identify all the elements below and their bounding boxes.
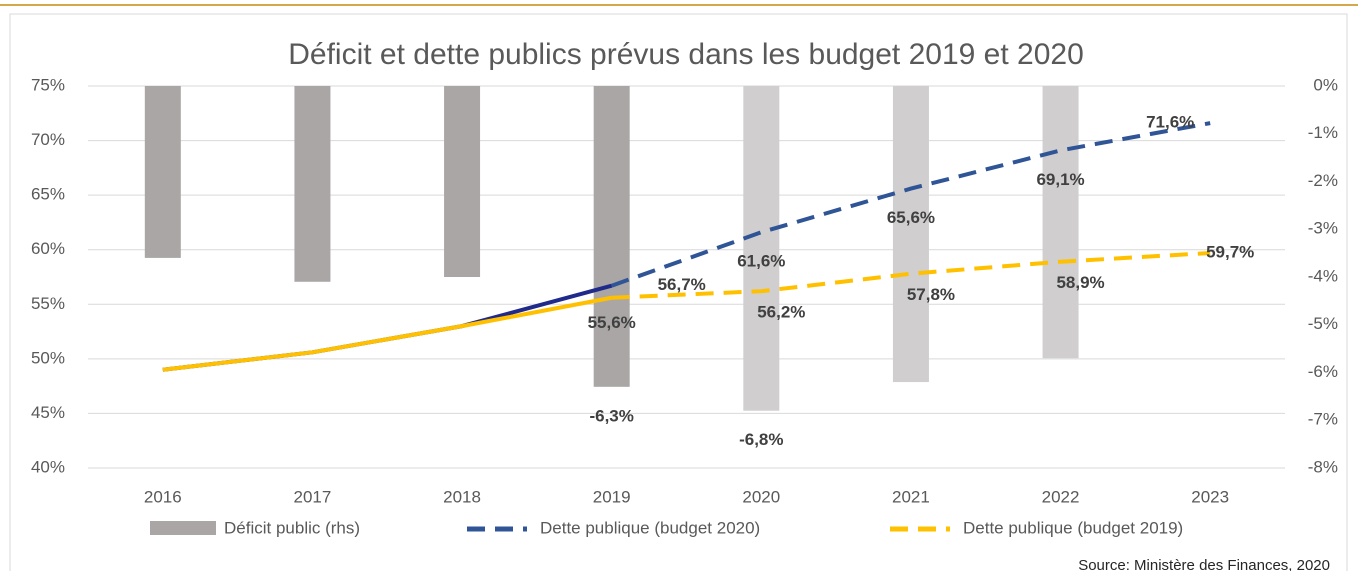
data-label: 56,7% (658, 275, 706, 294)
line-solid (162, 295, 613, 372)
y2-tick-label: -7% (1308, 410, 1338, 429)
x-tick-label: 2020 (742, 487, 780, 506)
data-label: 69,1% (1036, 170, 1084, 189)
data-label: 55,6% (588, 313, 636, 332)
x-tick-label: 2017 (294, 487, 332, 506)
y-tick-label: 40% (31, 457, 65, 476)
data-label: 65,6% (887, 208, 935, 227)
y2-tick-label: -8% (1308, 457, 1338, 476)
data-label: 71,6% (1146, 113, 1194, 132)
y2-tick-label: -6% (1308, 362, 1338, 381)
bar (593, 86, 630, 387)
line-dashed (611, 250, 1211, 300)
y-tick-label: 65% (31, 185, 65, 204)
legend-label: Déficit public (rhs) (224, 518, 360, 537)
y-tick-label: 50% (31, 348, 65, 367)
legend-label: Dette publique (budget 2019) (963, 518, 1183, 537)
data-label: 56,2% (757, 303, 805, 322)
y2-tick-label: -4% (1308, 266, 1338, 285)
y-tick-label: 75% (31, 75, 65, 94)
data-label: -6,8% (739, 430, 783, 449)
bar (144, 86, 181, 258)
data-label: 59,7% (1206, 242, 1254, 261)
legend: Déficit public (rhs) Dette publique (bud… (150, 518, 1183, 537)
y-tick-label: 70% (31, 130, 65, 149)
bar (1042, 86, 1079, 359)
y2-tick-label: -1% (1308, 123, 1338, 142)
x-tick-label: 2021 (892, 487, 930, 506)
x-tick-label: 2019 (593, 487, 631, 506)
chart-title: Déficit et dette publics prévus dans les… (288, 38, 1084, 71)
bar (294, 86, 331, 282)
x-tick-label: 2022 (1042, 487, 1080, 506)
x-tick-label: 2023 (1191, 487, 1229, 506)
y2-tick-label: 0% (1313, 75, 1338, 94)
legend-label: Dette publique (budget 2020) (540, 518, 760, 537)
bar (743, 86, 780, 411)
y2-tick-label: -2% (1308, 171, 1338, 190)
y2-tick-label: -5% (1308, 314, 1338, 333)
x-tick-label: 2016 (144, 487, 182, 506)
line-dashed (611, 121, 1211, 288)
data-label: 57,8% (907, 285, 955, 304)
y-tick-label: 45% (31, 403, 65, 422)
data-label: -6,3% (589, 406, 633, 425)
bar (444, 86, 481, 277)
data-label: 61,6% (737, 252, 785, 271)
y-tick-label: 60% (31, 239, 65, 258)
x-tick-label: 2018 (443, 487, 481, 506)
frame (9, 13, 1348, 571)
y2-tick-label: -3% (1308, 219, 1338, 238)
y-tick-label: 55% (31, 294, 65, 313)
source: Source: Ministère des Finances, 2020 (1078, 557, 1330, 571)
legend-swatch (150, 521, 216, 535)
data-label: 58,9% (1056, 273, 1104, 292)
bar (892, 86, 929, 383)
